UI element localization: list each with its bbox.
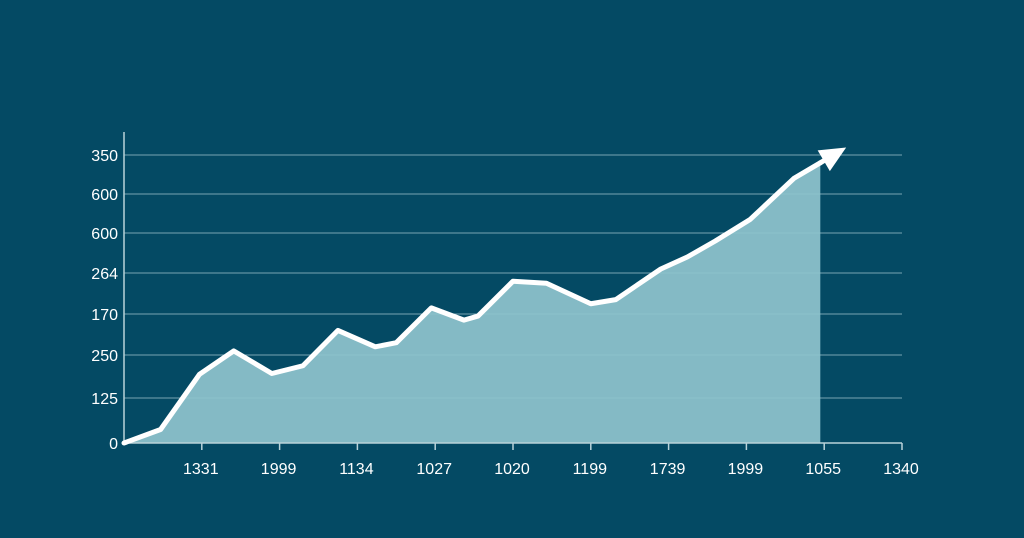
x-tick-labels: 1331 1999 1134 1027 1020 1199 1739 1999 1055 1340 xyxy=(183,461,919,478)
y-tick-label-6: 600 xyxy=(91,187,118,204)
x-tick-label-8: 1055 xyxy=(805,461,841,478)
x-tick-label-3: 1027 xyxy=(416,461,452,478)
y-tick-label-1: 125 xyxy=(91,391,118,408)
y-tick-label-4: 264 xyxy=(91,266,118,283)
y-tick-label-0: 0 xyxy=(109,436,118,453)
x-tick-label-9: 1340 xyxy=(883,461,919,478)
x-tick-label-2: 1134 xyxy=(339,461,374,478)
y-tick-label-2: 250 xyxy=(91,348,118,365)
y-tick-label-7: 350 xyxy=(91,148,118,165)
y-tick-label-5: 600 xyxy=(91,226,118,243)
trend-arrow-head xyxy=(817,147,847,172)
x-tick-label-6: 1739 xyxy=(650,461,686,478)
series-line xyxy=(121,160,823,446)
x-tick-label-5: 1199 xyxy=(573,461,608,478)
y-tick-label-3: 170 xyxy=(91,307,118,324)
x-tick-label-7: 1999 xyxy=(728,461,764,478)
x-tick-label-4: 1020 xyxy=(494,461,530,478)
axes xyxy=(123,132,903,450)
series-area xyxy=(124,162,821,444)
y-tick-labels: 0 125 250 170 264 600 600 350 xyxy=(91,148,118,453)
trend-arrow-shaft xyxy=(817,158,827,166)
x-tick-label-0: 1331 xyxy=(183,461,219,478)
x-tick-label-1: 1999 xyxy=(261,461,297,478)
area-fill-layer xyxy=(124,162,821,444)
series-line-layer xyxy=(121,147,847,446)
